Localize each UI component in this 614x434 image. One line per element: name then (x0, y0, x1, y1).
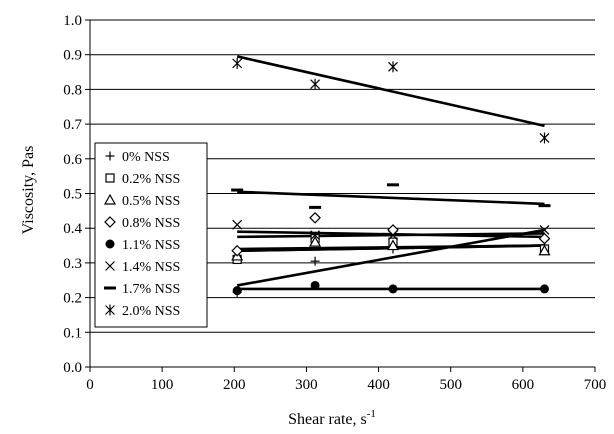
y-tick-label: 0.4 (63, 221, 82, 237)
data-point (539, 132, 550, 144)
data-point (232, 219, 243, 230)
y-tick-label: 0.7 (63, 117, 82, 133)
tick-labels: 0.0 0.1 0.2 0.3 0.4 0.5 0.6 0.7 0.8 0.9 1.0 0 100 200… (63, 13, 606, 393)
data-point (310, 230, 321, 241)
marker-shape (386, 239, 400, 251)
marker-shape (105, 239, 115, 249)
marker-shape (104, 216, 116, 228)
marker-stroke (539, 225, 550, 235)
data-point (232, 286, 242, 296)
data-point (309, 235, 322, 247)
x-tick-label: 0 (86, 377, 94, 393)
y-tick-label: 0.5 (63, 187, 82, 203)
data-point (538, 244, 551, 256)
legend-label: 0.8% NSS (122, 216, 180, 231)
legend-label: 0% NSS (122, 150, 170, 165)
x-tick-label: 700 (584, 377, 607, 393)
x-tick-label: 400 (367, 377, 390, 393)
legend-marker (105, 239, 115, 249)
marker-shape (231, 244, 244, 257)
marker-shape (540, 284, 549, 294)
legend-label: 0.2% NSS (122, 172, 180, 187)
marker-stroke (388, 230, 398, 241)
data-point (231, 244, 244, 257)
y-tick-label: 0.1 (63, 325, 82, 341)
trend-line (237, 190, 545, 206)
legend-marker (105, 151, 115, 161)
marker-shape (309, 235, 322, 247)
y-tick-label: 0.6 (63, 152, 82, 168)
trend-line (236, 228, 545, 287)
axes (85, 19, 596, 372)
y-tick-label: 0.3 (63, 256, 82, 272)
marker-shape (105, 173, 115, 183)
marker-stroke (232, 219, 243, 230)
x-tick-label: 600 (512, 377, 535, 393)
y-tick-label: 0.0 (63, 360, 82, 376)
x-tick-label: 500 (439, 377, 462, 393)
x-tick-label: 100 (151, 377, 174, 393)
data-point (310, 256, 320, 266)
data-point (309, 211, 321, 224)
legend-marker (103, 193, 117, 205)
data-point (538, 232, 551, 245)
x-tick-label: 300 (295, 377, 318, 393)
legend-label: 1.7% NSS (122, 282, 180, 297)
marker-shape (388, 284, 398, 294)
data-point (388, 284, 398, 294)
x-axis-title-superscript: -1 (367, 408, 376, 420)
y-axis-title: Viscosity, Pas (20, 146, 37, 235)
marker-shape (309, 211, 321, 224)
data-point (386, 239, 400, 251)
legend-marker (105, 261, 115, 271)
legend-label: 1.4% NSS (122, 260, 180, 275)
data-point (310, 280, 320, 290)
trend-line (237, 230, 545, 239)
data-point (539, 225, 550, 235)
legend: 0% NSS 0.2% NSS 0.5% NSS 0.8% NSS 1.1% NSS 1.… (94, 142, 208, 328)
data-points (231, 57, 551, 297)
legend-box (94, 142, 208, 328)
marker-stroke (105, 261, 115, 271)
data-point (232, 57, 243, 69)
data-point (388, 61, 398, 73)
marker-stroke (310, 230, 321, 241)
legend-label: 2.0% NSS (122, 304, 180, 319)
legend-marker (105, 304, 115, 316)
legend-label: 1.1% NSS (122, 238, 180, 253)
y-tick-label: 0.2 (63, 291, 82, 307)
marker-shape (310, 280, 320, 290)
legend-label: 0.5% NSS (122, 194, 180, 209)
x-tick-label: 200 (223, 377, 246, 393)
x-axis-title-main: Shear rate, s (288, 411, 367, 428)
legend-marker (104, 216, 116, 228)
data-point (388, 230, 398, 241)
y-tick-label: 0.8 (63, 82, 82, 98)
data-point (540, 284, 549, 294)
marker-shape (538, 244, 551, 256)
marker-shape (232, 286, 242, 296)
marker-shape (538, 232, 551, 245)
y-tick-label: 1.0 (63, 13, 82, 29)
marker-shape (103, 193, 117, 205)
legend-marker (105, 173, 115, 183)
data-point (310, 78, 321, 90)
y-tick-label: 0.9 (63, 48, 82, 64)
trend-line (236, 55, 545, 128)
x-axis-title: Shear rate, s-1 (288, 408, 376, 428)
